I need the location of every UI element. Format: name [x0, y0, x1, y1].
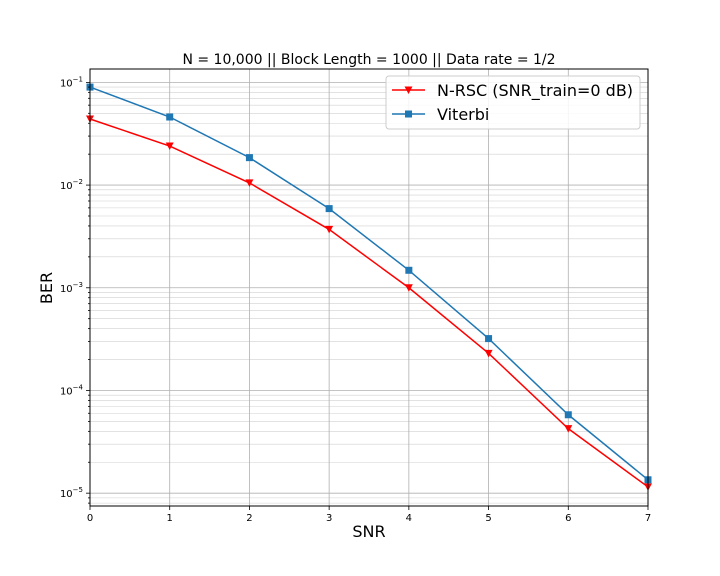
y-axis: 10−1 10−2 10−3 10−4 10−5: [60, 75, 90, 504]
y-tick-label: 10−2: [60, 178, 83, 192]
legend-entry: Viterbi: [392, 105, 489, 124]
x-tick-label: 0: [87, 513, 93, 524]
legend: N-RSC (SNR_train=0 dB) Viterbi: [385, 75, 641, 130]
legend-entry: N-RSC (SNR_train=0 dB): [392, 81, 633, 101]
series-line: [89, 86, 649, 481]
data-point: [404, 284, 413, 292]
data-point: [564, 425, 573, 433]
series-layer: [86, 83, 652, 491]
y-tick-label: 10−5: [60, 486, 83, 500]
legend-marker: [404, 86, 413, 94]
legend-marker: [405, 110, 412, 118]
y-tick-label: 10−4: [60, 383, 84, 397]
x-tick-label: 2: [246, 513, 252, 524]
series-n-rsc: [86, 115, 652, 491]
series-line: [89, 118, 649, 488]
data-point: [485, 335, 493, 343]
x-tick-label: 3: [326, 513, 332, 524]
y-tick-label: 10−3: [60, 281, 83, 295]
data-point: [484, 349, 493, 358]
data-point: [405, 266, 413, 274]
x-axis: 0 1 2 3 4 5 6 7: [87, 506, 651, 524]
x-tick-label: 7: [645, 513, 651, 524]
legend-label: N-RSC (SNR_train=0 dB): [437, 81, 633, 101]
x-axis-label: SNR: [352, 522, 385, 541]
legend-box: [385, 75, 641, 130]
data-point: [245, 154, 253, 162]
x-tick-label: 5: [485, 513, 491, 524]
data-point: [166, 113, 174, 121]
data-point: [325, 225, 334, 234]
x-tick-label: 1: [167, 513, 173, 524]
chart-title: N = 10,000 || Block Length = 1000 || Dat…: [182, 52, 555, 68]
x-tick-label: 4: [406, 513, 412, 524]
y-axis-label: BER: [37, 272, 56, 304]
data-point: [564, 411, 572, 419]
x-tick-label: 6: [565, 513, 571, 524]
legend-label: Viterbi: [437, 105, 489, 124]
grid-lines: [89, 69, 649, 506]
data-point: [165, 142, 174, 151]
data-point: [245, 179, 254, 187]
y-tick-label: 10−1: [60, 75, 83, 89]
data-point: [325, 205, 333, 213]
